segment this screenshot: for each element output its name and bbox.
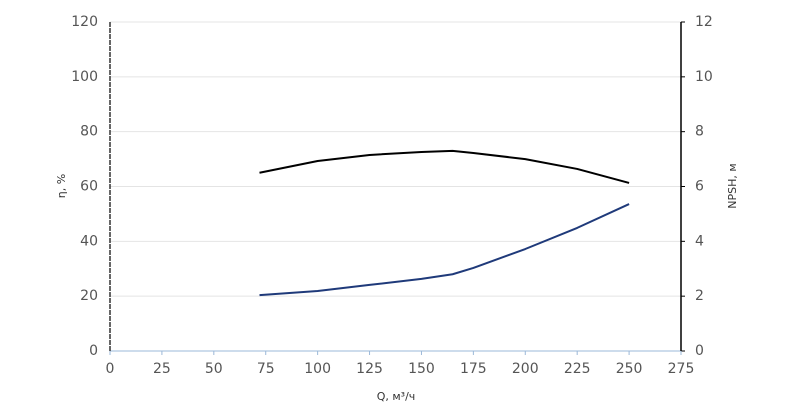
y-tick-label: 100 xyxy=(71,69,98,85)
y-tick-label: 60 xyxy=(80,179,98,195)
y2-tick-label: 2 xyxy=(695,288,704,304)
y-tick-label: 0 xyxy=(89,343,98,359)
x-axis-label: Q, м³/ч xyxy=(377,390,416,403)
x-tick-label: 125 xyxy=(356,361,383,377)
y2-tick-label: 8 xyxy=(695,124,704,140)
x-tick-label: 100 xyxy=(304,361,331,377)
y2-tick-label: 4 xyxy=(695,233,704,249)
y-tick-label: 20 xyxy=(80,288,98,304)
x-tick-label: 250 xyxy=(616,361,643,377)
x-tick-label: 275 xyxy=(668,361,695,377)
y2-tick-label: 12 xyxy=(695,14,713,30)
x-tick-label: 50 xyxy=(205,361,223,377)
y-tick-label: 120 xyxy=(71,14,98,30)
y2-axis-label: NPSH, м xyxy=(726,163,739,208)
x-tick-label: 150 xyxy=(408,361,435,377)
y2-tick-label: 0 xyxy=(695,343,704,359)
line-series xyxy=(259,203,630,297)
x-tick-label: 175 xyxy=(460,361,487,377)
y2-tick-label: 6 xyxy=(695,179,704,195)
line-series xyxy=(259,149,630,184)
x-tick-label: 75 xyxy=(257,361,275,377)
y-tick-label: 40 xyxy=(80,233,98,249)
y2-tick-label: 10 xyxy=(695,69,713,85)
x-tick-label: 225 xyxy=(564,361,591,377)
y-axis-label: η, % xyxy=(55,174,68,198)
x-tick-label: 200 xyxy=(512,361,539,377)
y-tick-label: 80 xyxy=(80,124,98,140)
x-tick-label: 0 xyxy=(106,361,115,377)
x-tick-label: 25 xyxy=(153,361,171,377)
